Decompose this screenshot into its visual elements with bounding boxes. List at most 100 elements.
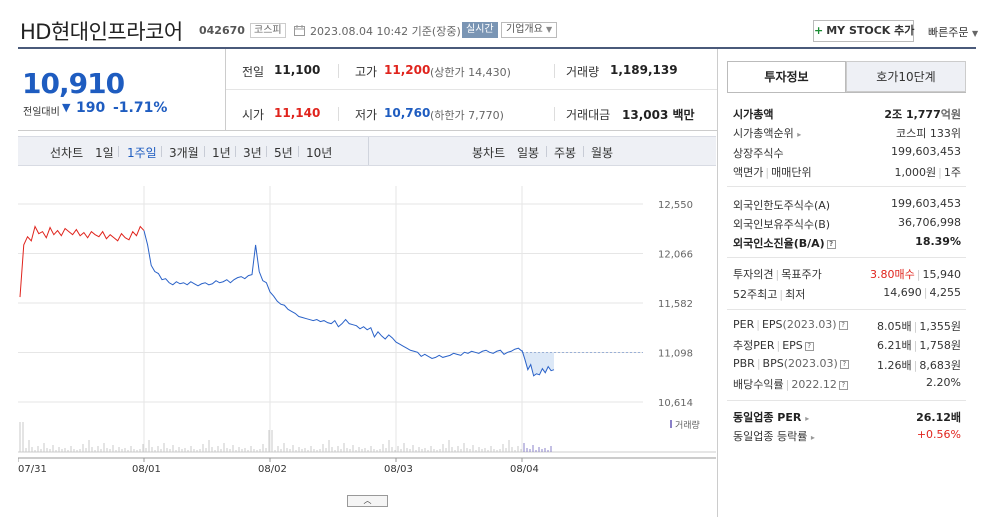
- chevron-right-icon: ▸: [797, 130, 802, 139]
- eps-label: EPS: [761, 318, 783, 331]
- quick-order-button[interactable]: 빠른주문 ▼: [928, 24, 978, 40]
- tab-orderbook[interactable]: 호가10단계: [846, 61, 966, 92]
- period-1d[interactable]: 1일: [95, 146, 114, 160]
- industry-per-value: 26.12배: [916, 411, 961, 424]
- market-cap-unit: 억원: [940, 108, 961, 121]
- dividend-label-group: 배당수익률 | 2022.12?: [733, 376, 848, 392]
- period-3y[interactable]: 3년: [243, 146, 262, 160]
- candle-monthly[interactable]: 월봉: [591, 146, 614, 160]
- period-1y[interactable]: 1년: [212, 146, 231, 160]
- add-mystock-button[interactable]: + MY STOCK 추가: [813, 20, 914, 42]
- period-1w[interactable]: 1주일: [127, 146, 157, 160]
- info-icon[interactable]: ?: [838, 320, 848, 330]
- divider: [338, 107, 339, 121]
- per-label: PER: [733, 318, 755, 331]
- page-header: HD현대인프라코어 042670 코스피 2023.08.04 10:42 기준…: [0, 0, 993, 49]
- target-label: 목표주가: [781, 268, 822, 281]
- low-value: 10,760: [384, 106, 431, 120]
- change-amount: 190: [76, 100, 106, 116]
- target-value: 15,940: [922, 268, 962, 281]
- opinion-label-group: 투자의견 | 목표주가: [733, 268, 822, 281]
- period-3m[interactable]: 3개월: [169, 146, 199, 160]
- amount-number: 13,003: [622, 108, 669, 122]
- period-5y[interactable]: 5년: [274, 146, 293, 160]
- market-badge: 코스피: [250, 23, 286, 38]
- industry-rate-link[interactable]: 동일업종 등락률 ▸: [733, 428, 815, 444]
- x-tick-label: 08/04: [510, 464, 539, 475]
- per-year: (2023.03): [782, 318, 837, 331]
- est-per-label: 추정PER: [733, 339, 775, 352]
- trade-unit-value: 1주: [943, 166, 961, 179]
- market-cap-rank-row: 시가총액순위 ▸ 코스피 133위: [733, 125, 961, 145]
- current-day-area: [522, 350, 554, 376]
- change-rate: -1.71%: [113, 100, 168, 116]
- bps-label: BPS: [762, 357, 784, 370]
- current-price-box: 10,910 전일대비 ▼ 190 -1.71%: [18, 49, 226, 131]
- market-cap-rank-label: 시가총액순위: [733, 127, 794, 140]
- info-icon[interactable]: ?: [838, 380, 848, 390]
- chevron-right-icon: ▸: [810, 433, 815, 442]
- chart-expand-button[interactable]: ︿: [347, 495, 388, 507]
- candle-weekly[interactable]: 주봉: [554, 146, 577, 160]
- divider: [161, 146, 162, 157]
- section-divider: [727, 186, 966, 187]
- pbr-label: PBR: [733, 357, 755, 370]
- price-line-07-31: [19, 225, 145, 298]
- section-divider: [727, 400, 966, 401]
- section-divider: [727, 257, 966, 258]
- week52-low-value: 4,255: [929, 286, 962, 299]
- company-overview-dropdown[interactable]: 기업개요 ▼: [501, 22, 558, 38]
- per-value-group: 8.05배 | 1,355원: [877, 320, 961, 333]
- tab-invest-info[interactable]: 투자정보: [727, 61, 846, 92]
- est-per-row: 추정PER | EPS? 6.21배 | 1,758원: [733, 337, 961, 357]
- amount-unit: 백만: [672, 108, 695, 122]
- info-icon[interactable]: ?: [839, 359, 849, 369]
- info-icon[interactable]: ?: [804, 341, 814, 351]
- industry-rate-row: 동일업종 등락률 ▸ +0.56%: [733, 428, 961, 448]
- y-tick-label: 12,550: [658, 200, 693, 211]
- calendar-icon: [294, 25, 305, 36]
- divider: [118, 146, 119, 157]
- industry-rate-value: +0.56%: [916, 428, 961, 441]
- week52-label-group: 52주최고 | 최저: [733, 288, 806, 301]
- lower-limit: (하한가 7,770): [430, 109, 504, 122]
- par-row: 액면가 | 매매단위 1,000원 | 1주: [733, 164, 961, 184]
- est-per-value-group: 6.21배 | 1,758원: [877, 339, 961, 352]
- chevron-down-icon: ▼: [546, 25, 553, 34]
- stock-name: HD현대인프라코어: [20, 20, 183, 44]
- price-chart[interactable]: 12,550 12,066 11,582 11,098 10,614 거래량 07/31 08…: [18, 166, 716, 506]
- industry-per-label: 동일업종 PER: [733, 411, 802, 424]
- high-label: 고가: [355, 65, 378, 79]
- volume-label: 거래량: [566, 65, 600, 79]
- pbr-year: (2023.03): [783, 357, 838, 370]
- candle-daily[interactable]: 일봉: [517, 146, 540, 160]
- timestamp: 2023.08.04 10:42 기준(장중): [310, 25, 461, 38]
- opinion-label: 투자의견: [733, 268, 774, 281]
- divider: [235, 146, 236, 157]
- est-per-value: 6.21배: [877, 339, 912, 352]
- volume-value: 1,189,139: [610, 63, 678, 77]
- open-label: 시가: [242, 108, 265, 122]
- industry-rate-label: 동일업종 등락률: [733, 430, 808, 443]
- volume-legend-label: 거래량: [675, 419, 700, 431]
- market-cap-rank-link[interactable]: 시가총액순위 ▸: [733, 125, 801, 141]
- prev-close-label: 전일: [242, 65, 265, 79]
- divider: [546, 146, 547, 157]
- foreign-rate-row: 외국인소진율(B/A)? 18.39%: [733, 235, 961, 255]
- per-row: PER | EPS(2023.03)? 8.05배 | 1,355원: [733, 318, 961, 338]
- market-cap-row: 시가총액 2조 1,777억원: [733, 106, 961, 126]
- down-triangle-icon: ▼: [62, 101, 71, 114]
- pbr-label-group: PBR | BPS(2023.03)?: [733, 357, 849, 370]
- realtime-badge[interactable]: 실시간: [462, 22, 498, 38]
- eps-value: 1,355원: [919, 320, 961, 333]
- industry-per-link[interactable]: 동일업종 PER ▸: [733, 409, 809, 425]
- period-10y[interactable]: 10년: [306, 146, 333, 160]
- x-tick-label: 08/03: [384, 464, 413, 475]
- foreign-hold-label: 외국인보유주식수(B): [733, 218, 831, 231]
- change-label: 전일대비: [23, 107, 60, 118]
- price-summary: 10,910 전일대비 ▼ 190 -1.71% 전일 11,100 고가 11…: [18, 49, 718, 131]
- foreign-limit-row: 외국인한도주식수(A) 199,603,453: [733, 197, 961, 217]
- est-eps-value: 1,758원: [919, 339, 961, 352]
- add-mystock-label: MY STOCK 추가: [826, 24, 915, 37]
- info-icon[interactable]: ?: [826, 239, 836, 249]
